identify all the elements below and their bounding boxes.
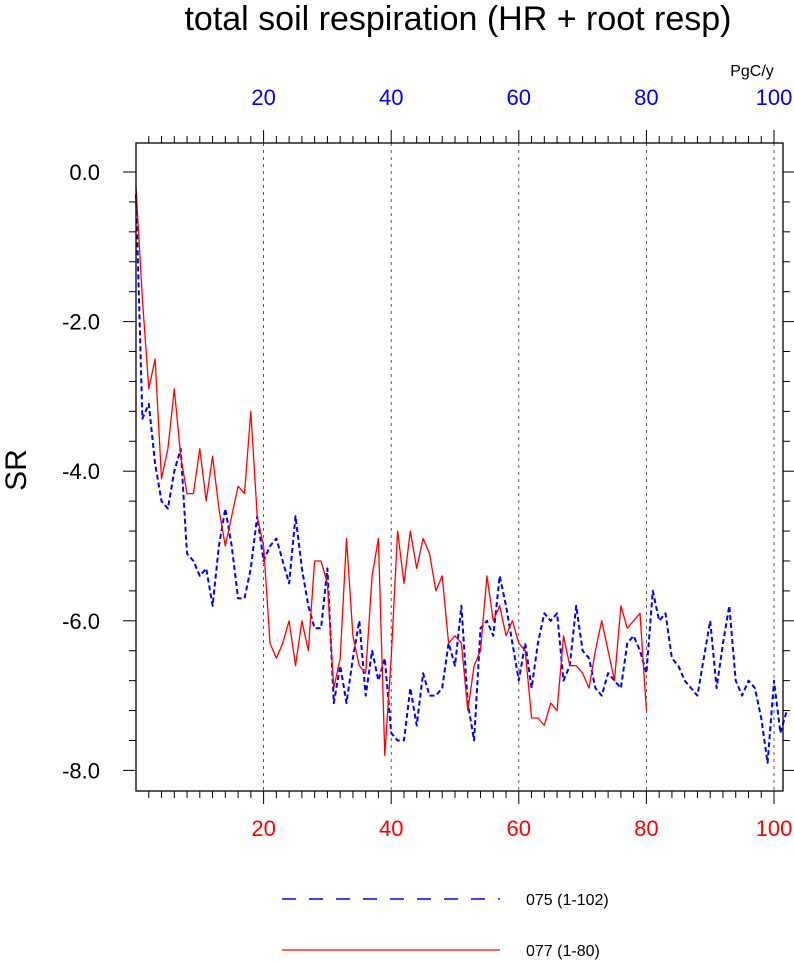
- x-tick-label-bottom: 100: [756, 816, 793, 841]
- series-line: [135, 186, 648, 757]
- x-tick-label-top: 100: [756, 85, 793, 110]
- grid-lines: [263, 143, 775, 791]
- units-label: PgC/y: [730, 63, 774, 80]
- legend-label: 075 (1-102): [526, 892, 609, 909]
- x-tick-label-top: 20: [251, 85, 275, 110]
- x-tick-label-bottom: 60: [507, 816, 531, 841]
- x-tick-label-top: 40: [379, 85, 403, 110]
- legend: 075 (1-102) 077 (1-80): [282, 892, 609, 960]
- series-line: [135, 194, 788, 764]
- y-tick-label: -8.0: [62, 758, 100, 783]
- y-tick-label: -4.0: [62, 459, 100, 484]
- x-tick-label-top: 60: [507, 85, 531, 110]
- y-tick-label: -6.0: [62, 609, 100, 634]
- axis-ticks: [123, 130, 794, 804]
- y-axis-label: SR: [0, 449, 33, 491]
- chart-title: total soil respiration (HR + root resp): [184, 0, 731, 38]
- x-tick-label-bottom: 40: [379, 816, 403, 841]
- tick-labels: 20 20 40 40 60 60 80 80 100 100 0.0 -2.0 -4.0 -6.0 -8.…: [62, 85, 792, 841]
- series-lines: [135, 186, 788, 764]
- y-tick-label: 0.0: [69, 160, 100, 185]
- plot-frame: [135, 142, 784, 792]
- x-tick-label-top: 80: [634, 85, 658, 110]
- legend-label: 077 (1-80): [526, 943, 600, 960]
- x-tick-label-bottom: 80: [634, 816, 658, 841]
- x-tick-label-bottom: 20: [251, 816, 275, 841]
- y-tick-label: -2.0: [62, 310, 100, 335]
